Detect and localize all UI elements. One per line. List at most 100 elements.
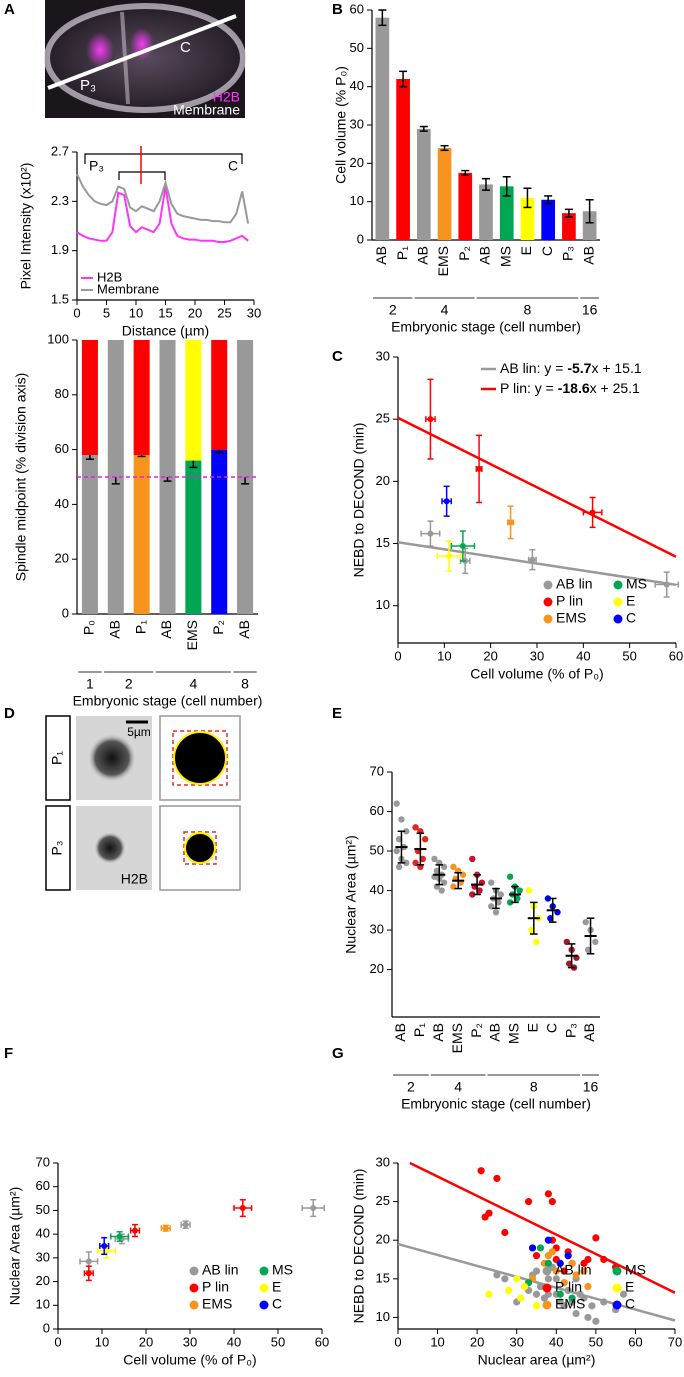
x-tick-label: P₀ bbox=[81, 620, 97, 635]
legend-label: MS bbox=[272, 1262, 293, 1278]
nucleus-mask bbox=[174, 732, 226, 784]
y-tick-label: 10 bbox=[36, 1297, 50, 1312]
y-tick-label: 40 bbox=[350, 78, 364, 93]
x-axis-label: Cell volume (% of P₀) bbox=[123, 1352, 256, 1368]
legend-marker bbox=[613, 1267, 622, 1276]
x-tick-label: P₁ bbox=[132, 620, 148, 634]
x-tick-label: AB bbox=[106, 620, 122, 639]
data-point bbox=[664, 582, 670, 588]
data-point bbox=[422, 836, 428, 842]
y-tick-label: 1.5 bbox=[51, 291, 69, 306]
y-tick-label: 30 bbox=[350, 116, 364, 131]
x-tick-label: E bbox=[518, 246, 534, 255]
x-tick-label: AB bbox=[392, 1023, 408, 1042]
data-point bbox=[446, 553, 452, 559]
row-label: P₃ bbox=[49, 840, 65, 855]
micrograph-d: P₁ P₃ 5µm H2B bbox=[46, 716, 240, 890]
data-point bbox=[460, 543, 466, 549]
x-tick-label: 20 bbox=[139, 1334, 153, 1349]
data-point bbox=[565, 1252, 572, 1259]
x-tick-label: AB bbox=[580, 246, 596, 265]
data-point bbox=[444, 498, 450, 504]
legend-marker bbox=[613, 1284, 622, 1293]
data-point bbox=[101, 1243, 107, 1249]
data-point bbox=[529, 1244, 536, 1251]
data-point bbox=[485, 1210, 492, 1217]
legend-label: EMS bbox=[202, 1296, 232, 1312]
data-point bbox=[393, 848, 399, 854]
scale-bar-label: 5µm bbox=[127, 725, 151, 739]
x-tick-label: 0 bbox=[394, 1334, 401, 1349]
data-point bbox=[549, 1198, 556, 1205]
x-tick-label: P₂ bbox=[456, 246, 472, 261]
x-tick-label: 60 bbox=[628, 1334, 642, 1349]
legend-marker bbox=[543, 1301, 552, 1310]
bar bbox=[82, 455, 98, 614]
x-tick-label: MS bbox=[506, 1023, 522, 1044]
x-tick-label: AB bbox=[430, 1023, 446, 1042]
y-tick-label: 20 bbox=[376, 1232, 390, 1247]
x-tick-label: 10 bbox=[95, 1334, 109, 1349]
fit-equation-part: AB lin: y = bbox=[500, 360, 567, 376]
data-point bbox=[498, 891, 504, 897]
legend-marker bbox=[613, 1301, 622, 1310]
legend-marker bbox=[544, 598, 553, 607]
data-point bbox=[549, 1248, 556, 1255]
legend-label: EMS bbox=[556, 610, 586, 626]
bar bbox=[237, 340, 253, 477]
bar bbox=[134, 340, 150, 455]
data-point bbox=[583, 919, 589, 925]
y-tick-label: 30 bbox=[376, 1154, 390, 1169]
panel-label: C bbox=[332, 348, 343, 365]
data-point bbox=[533, 1267, 540, 1274]
data-point bbox=[398, 816, 404, 822]
fit-equation-part: x + 25.1 bbox=[590, 380, 640, 396]
group-label: 2 bbox=[125, 676, 133, 692]
group-label: 16 bbox=[582, 302, 598, 318]
x-tick-label: 30 bbox=[183, 1334, 197, 1349]
x-tick-label: 40 bbox=[549, 1334, 563, 1349]
image-label: C bbox=[180, 39, 191, 56]
row-label: P₁ bbox=[49, 751, 65, 765]
data-point bbox=[86, 1258, 92, 1264]
y-tick-label: 50 bbox=[36, 1202, 50, 1217]
x-tick-label: EMS bbox=[184, 620, 200, 650]
x-tick-label: 10 bbox=[430, 1334, 444, 1349]
data-point bbox=[600, 1256, 607, 1263]
image-label: Membrane bbox=[173, 102, 240, 118]
x-tick-label: 40 bbox=[227, 1334, 241, 1349]
legend-label: AB lin bbox=[556, 576, 593, 592]
y-tick-label: 0 bbox=[43, 1320, 50, 1335]
bar bbox=[417, 129, 431, 240]
group-label: 4 bbox=[189, 676, 197, 692]
x-tick-label: EMS bbox=[449, 1023, 465, 1053]
group-label: 8 bbox=[524, 302, 532, 318]
data-point bbox=[533, 1252, 540, 1259]
x-tick-label: P₃ bbox=[562, 1023, 578, 1038]
data-point bbox=[427, 531, 433, 537]
y-tick-label: 20 bbox=[36, 1273, 50, 1288]
data-point bbox=[478, 1167, 485, 1174]
data-point bbox=[507, 874, 513, 880]
legend-label: C bbox=[625, 1296, 635, 1312]
x-tick-label: AB bbox=[487, 1023, 503, 1042]
x-tick-label: AB bbox=[236, 620, 252, 639]
channel-label: H2B bbox=[121, 871, 148, 887]
panel-label: F bbox=[4, 1045, 13, 1062]
y-tick-label: 30 bbox=[370, 922, 384, 937]
data-point bbox=[469, 856, 475, 862]
legend-label: E bbox=[272, 1279, 281, 1295]
x-tick-label: 40 bbox=[576, 648, 590, 663]
data-point bbox=[600, 1298, 607, 1305]
x-tick-label: EMS bbox=[435, 246, 451, 276]
y-tick-label: 2.3 bbox=[51, 193, 69, 208]
x-tick-label: 30 bbox=[247, 305, 261, 320]
data-point bbox=[584, 1314, 591, 1321]
y-tick-label: 70 bbox=[370, 763, 384, 778]
data-point bbox=[537, 1244, 544, 1251]
nucleus-signal bbox=[94, 832, 126, 864]
y-tick-label: 10 bbox=[376, 1309, 390, 1324]
data-point bbox=[485, 1291, 492, 1298]
bar bbox=[376, 18, 390, 240]
